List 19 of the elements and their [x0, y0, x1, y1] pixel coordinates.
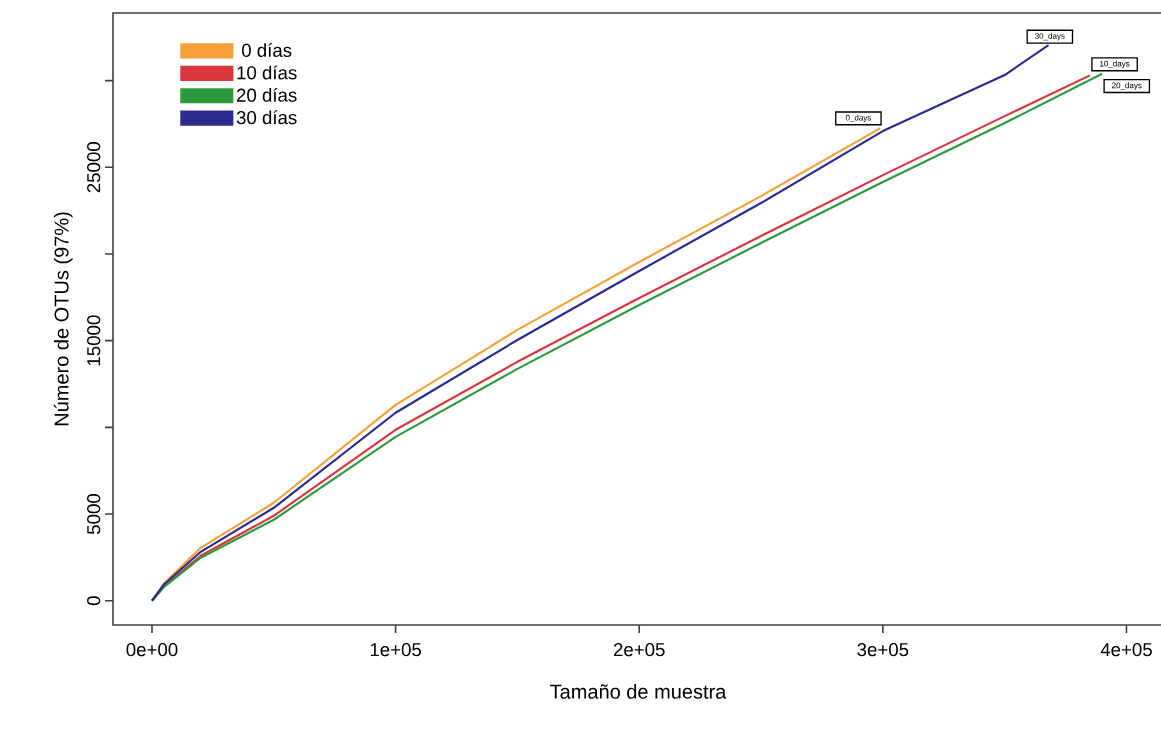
- x-tick-label: 4e+05: [1100, 643, 1152, 657]
- x-axis-title: Tamaño de muestra: [550, 684, 727, 699]
- y-axis-title: Número de OTUs (97%): [53, 212, 73, 426]
- x-tick-label: 2e+05: [613, 643, 665, 657]
- legend-label: 30 días: [236, 110, 297, 125]
- annotation: 20_days: [1112, 82, 1142, 90]
- legend-label: 0 días: [241, 43, 292, 57]
- annotation: 10_days: [1100, 60, 1130, 69]
- y-tick-label: 25000: [87, 142, 101, 193]
- x-tick-label: 3e+05: [857, 643, 909, 657]
- annotation: 30_days: [1035, 32, 1065, 41]
- x-tick-label: 0e+00: [126, 643, 178, 657]
- y-tick-label: 5000: [87, 494, 101, 535]
- y-tick-label: 15000: [87, 315, 101, 366]
- x-tick-label: 1e+05: [370, 643, 422, 657]
- annotation: 0_days: [845, 114, 872, 123]
- legend-label: 20 días: [236, 87, 297, 102]
- legend-label: 10 días: [237, 65, 297, 80]
- y-tick-label: 0: [87, 596, 101, 606]
